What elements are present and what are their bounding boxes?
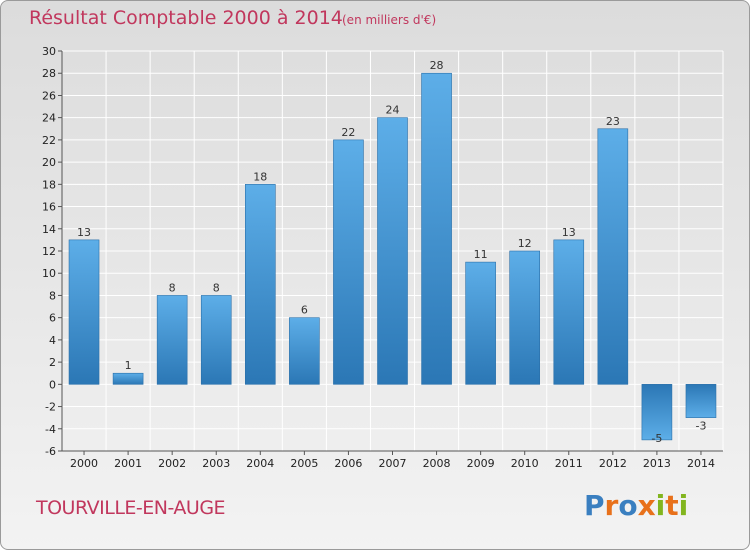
y-tick-label: 14 [42,223,56,236]
x-tick-label: 2001 [114,457,142,470]
y-tick-label: -6 [45,445,56,458]
data-label: 24 [386,104,400,117]
x-tick-label: 2007 [379,457,407,470]
brand-letter: P [584,489,605,522]
y-tick-label: -4 [45,423,56,436]
y-tick-label: 22 [42,134,56,147]
bar-2009 [465,261,496,385]
data-label: 23 [606,115,620,128]
data-label: -3 [695,420,706,433]
brand-letter: x [637,489,656,522]
y-tick-label: 6 [49,312,56,325]
y-tick-label: 24 [42,112,56,125]
x-tick-label: 2005 [290,457,318,470]
bar-2003 [200,295,232,385]
y-tick-label: 0 [49,378,56,391]
x-tick-label: 2004 [246,457,274,470]
x-tick-label: 2003 [202,457,230,470]
x-tick-label: 2002 [158,457,186,470]
data-label: 1 [125,359,132,372]
y-tick-label: 16 [42,201,56,214]
x-tick-label: 2000 [70,457,98,470]
bar-2002 [156,295,188,385]
data-label: 22 [341,126,355,139]
x-tick-label: 2014 [687,457,715,470]
x-tick-label: 2006 [334,457,362,470]
bar-2012 [597,128,629,385]
y-tick-label: 8 [49,289,56,302]
brand-letter: o [618,489,638,522]
x-tick-label: 2008 [423,457,451,470]
data-label: 8 [169,281,176,294]
y-tick-label: 10 [42,267,56,280]
bar-2000 [68,239,100,385]
brand-letter: r [604,489,619,522]
data-label: 18 [253,170,267,183]
bar-2013 [641,384,673,441]
y-tick-label: 30 [42,45,56,58]
x-tick-label: 2010 [511,457,539,470]
bar-2011 [553,239,585,385]
data-label: -5 [651,432,662,445]
data-label: 12 [518,237,532,250]
y-tick-label: 2 [49,356,56,369]
data-label: 28 [430,59,444,72]
data-label: 8 [213,281,220,294]
y-tick-label: 12 [42,245,56,258]
data-label: 6 [301,304,308,317]
y-tick-label: 4 [49,334,56,347]
x-tick-label: 2013 [643,457,671,470]
bar-2001 [112,372,144,385]
bar-2014 [685,384,717,418]
y-tick-label: 26 [42,89,56,102]
data-label: 13 [77,226,91,239]
chart-subtitle: (en milliers d'€) [342,13,437,27]
brand-letter: t [665,489,679,522]
y-tick-label: 20 [42,156,56,169]
x-tick-label: 2011 [555,457,583,470]
bar-2007 [377,117,408,385]
bar-2006 [333,139,364,385]
x-tick-label: 2009 [467,457,495,470]
brand-letter: i [678,489,689,522]
bar-2004 [245,184,276,385]
y-tick-label: 18 [42,178,56,191]
brand-letter: i [655,489,666,522]
bar-2008 [421,72,452,385]
x-tick-label: 2012 [599,457,627,470]
data-label: 13 [562,226,576,239]
y-tick-label: 28 [42,67,56,80]
y-tick-label: -2 [45,401,56,414]
commune-name: TOURVILLE-EN-AUGE [36,497,226,519]
data-label: 11 [474,248,488,261]
chart-title: Résultat Comptable 2000 à 2014 [29,7,343,29]
bar-2010 [509,250,541,385]
bar-2005 [289,317,320,385]
proxiti-logo[interactable]: Proxiti [584,489,688,522]
bar-layer [68,72,717,441]
